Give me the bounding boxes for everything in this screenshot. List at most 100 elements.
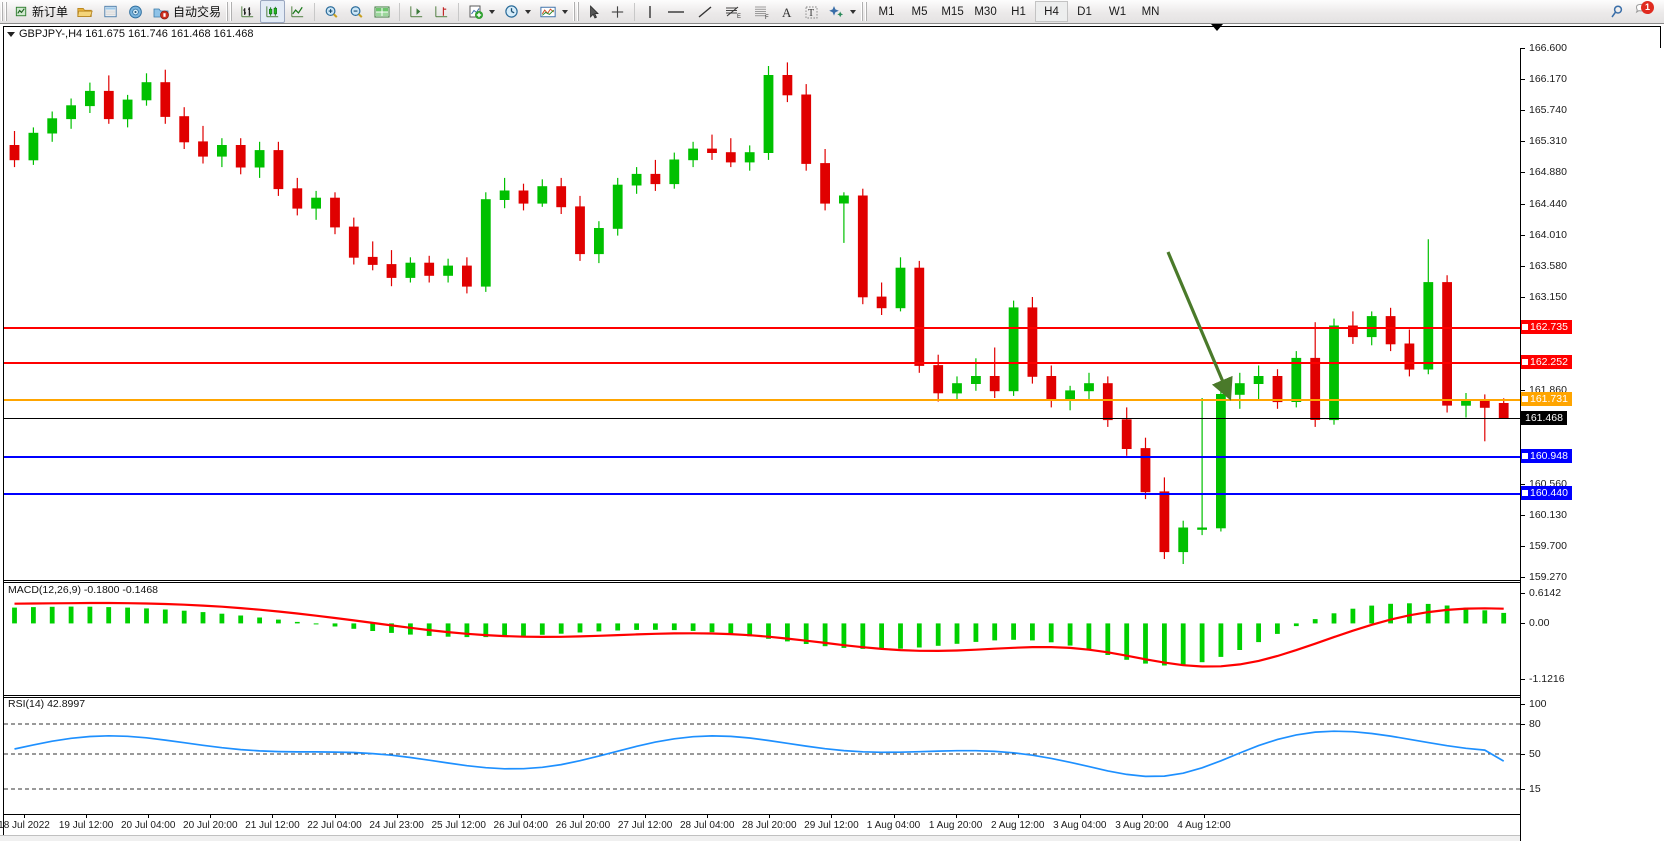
pane-divider-rsi-2: [4, 697, 1664, 698]
timeframe-d1[interactable]: D1: [1077, 5, 1092, 18]
cursor-icon: [590, 4, 599, 18]
timeframe-m1[interactable]: M1: [878, 5, 895, 18]
hline-resistance-2[interactable]: [4, 361, 1520, 364]
timeframe-h1[interactable]: H1: [1011, 5, 1026, 18]
line-chart-button[interactable]: [285, 0, 310, 23]
price-tick-label: 160.130: [1529, 508, 1567, 521]
timeframe-h4[interactable]: H4: [1035, 1, 1069, 22]
price-tag-last-price[interactable]: 161.468: [1521, 411, 1567, 426]
timeframe-w1[interactable]: W1: [1108, 5, 1127, 18]
macd-tick-label: 0.00: [1529, 617, 1550, 630]
zoom-in-icon: [325, 5, 338, 18]
indicators-dropdown-caret[interactable]: [489, 9, 496, 14]
crosshair-icon: [611, 5, 624, 18]
svg-text:T: T: [808, 8, 814, 19]
autotrading-label: 自动交易: [173, 5, 222, 19]
crosshair-button[interactable]: [605, 0, 630, 23]
label-button[interactable]: T: [799, 0, 824, 23]
price-tick-label: 166.600: [1529, 42, 1567, 54]
bar-chart-button[interactable]: [235, 0, 260, 23]
zoom-in-button[interactable]: [319, 0, 344, 23]
toolbar-separator-3: [458, 2, 460, 21]
hline-support-1[interactable]: [4, 455, 1520, 458]
objects-button[interactable]: [824, 0, 860, 23]
price-tick-label: 165.740: [1529, 104, 1567, 117]
toolbar-grip-4[interactable]: [861, 2, 869, 21]
tile-windows-button[interactable]: [369, 0, 395, 23]
folder-button[interactable]: [72, 0, 98, 23]
templates-dropdown-caret[interactable]: [562, 9, 569, 14]
pane-divider-macd: [4, 580, 1664, 581]
templates-button[interactable]: [535, 0, 572, 23]
rsi-pane[interactable]: [4, 698, 1520, 814]
hline-support-2[interactable]: [4, 492, 1520, 495]
horizontal-line-button[interactable]: [661, 0, 691, 23]
data-window-button[interactable]: [98, 0, 123, 23]
time-tick-label: 3 Aug 04:00: [1053, 820, 1107, 831]
autotrading-icon: [153, 8, 169, 19]
toolbar-grip[interactable]: [1, 2, 8, 21]
fibonacci-button[interactable]: E: [719, 0, 747, 23]
indicators-button[interactable]: [463, 0, 499, 23]
auto-scroll-button[interactable]: [404, 0, 429, 23]
rsi-tick-label: 100: [1529, 698, 1547, 710]
vertical-line-button[interactable]: [639, 0, 661, 23]
chart-header: GBPJPY-,H4 161.675 161.746 161.468 161.4…: [7, 28, 253, 40]
toolbar-grip-3[interactable]: [573, 2, 581, 21]
period-dropdown-caret[interactable]: [525, 9, 532, 14]
navigator-button[interactable]: [123, 0, 148, 23]
objects-dropdown-caret[interactable]: [850, 9, 857, 14]
macd-plot: [12, 601, 1507, 668]
timeframe-mn[interactable]: MN: [1141, 5, 1160, 18]
price-tick-label: 165.310: [1529, 135, 1567, 148]
chart-window[interactable]: GBPJPY-,H4 161.675 161.746 161.468 161.4…: [0, 23, 1664, 841]
time-tick-label: 21 Jul 12:00: [245, 820, 300, 831]
chat-button[interactable]: 1: [1630, 0, 1658, 23]
period-button[interactable]: [499, 0, 535, 23]
hline-resistance-1[interactable]: [4, 326, 1520, 329]
price-tag-pivot[interactable]: 161.731: [1521, 392, 1572, 407]
time-tick-label: 26 Jul 20:00: [555, 820, 611, 831]
time-tick-label: 19 Jul 12:00: [58, 820, 114, 831]
macd-pane[interactable]: [4, 583, 1520, 695]
trend-line-button[interactable]: [691, 0, 719, 23]
price-tag-support-2[interactable]: 160.440: [1521, 485, 1572, 500]
search-button[interactable]: [1604, 0, 1630, 23]
new-order-button[interactable]: 新订单: [10, 0, 72, 23]
text-button[interactable]: A: [775, 0, 799, 23]
time-tick-label: 25 Jul 12:00: [431, 820, 486, 831]
macd-tick-label: 0.6142: [1529, 587, 1562, 599]
timeframe-m15[interactable]: M15: [941, 5, 964, 18]
autotrading-button[interactable]: 自动交易: [148, 0, 225, 23]
price-tag-support-1[interactable]: 160.948: [1521, 448, 1572, 463]
chart-shift-button[interactable]: [429, 0, 454, 23]
fibonacci-icon: E: [726, 6, 741, 20]
candlestick-chart-button[interactable]: [260, 0, 286, 23]
vertical-line-icon: [649, 5, 651, 18]
price-tick-label: 163.580: [1529, 260, 1567, 272]
grid-button[interactable]: F: [747, 0, 775, 23]
price-tick-label: 159.270: [1529, 571, 1567, 583]
time-axis[interactable]: 18 Jul 2022 19 Jul 12:00 20 Jul 04:00 20 Ju…: [0, 814, 1664, 838]
hline-last-price[interactable]: [4, 418, 1520, 420]
macd-tick-label: -1.1216: [1529, 673, 1565, 685]
price-scale[interactable]: 166.600 166.170 165.740 165.310 164.880 164.4…: [1520, 42, 1664, 841]
timeframe-m5[interactable]: M5: [911, 5, 928, 18]
trend-arrow-annotation[interactable]: [1150, 234, 1260, 414]
price-tag-resistance-2[interactable]: 162.252: [1521, 354, 1572, 369]
zoom-out-button[interactable]: [344, 0, 369, 23]
timeframe-m30[interactable]: M30: [974, 5, 997, 18]
time-tick-label: 28 Jul 20:00: [742, 820, 797, 831]
time-tick-label: 20 Jul 04:00: [120, 820, 176, 831]
toolbar-grip-2[interactable]: [226, 2, 234, 21]
hline-pivot[interactable]: [4, 399, 1520, 402]
price-tag-resistance-1[interactable]: 162.735: [1521, 319, 1572, 334]
collapse-chevron-icon[interactable]: [7, 31, 15, 37]
pane-divider-macd-2: [4, 582, 1664, 583]
navigator-icon: [129, 5, 142, 18]
price-pane[interactable]: [4, 41, 1520, 580]
toolbar-separator-1: [314, 2, 316, 21]
price-tick-label: 159.700: [1529, 540, 1567, 552]
cursor-button[interactable]: [582, 0, 605, 23]
time-tick-label: 1 Aug 04:00: [866, 820, 921, 831]
